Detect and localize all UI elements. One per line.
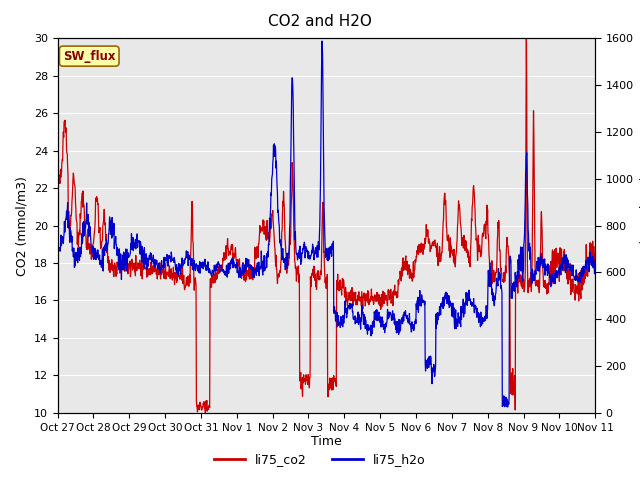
Text: CO2 and H2O: CO2 and H2O	[268, 14, 372, 29]
X-axis label: Time: Time	[311, 435, 342, 448]
Y-axis label: H2O (mmol/m3): H2O (mmol/m3)	[639, 175, 640, 276]
Legend: li75_co2, li75_h2o: li75_co2, li75_h2o	[209, 448, 431, 471]
Y-axis label: CO2 (mmol/m3): CO2 (mmol/m3)	[15, 176, 28, 276]
Text: SW_flux: SW_flux	[63, 49, 115, 62]
